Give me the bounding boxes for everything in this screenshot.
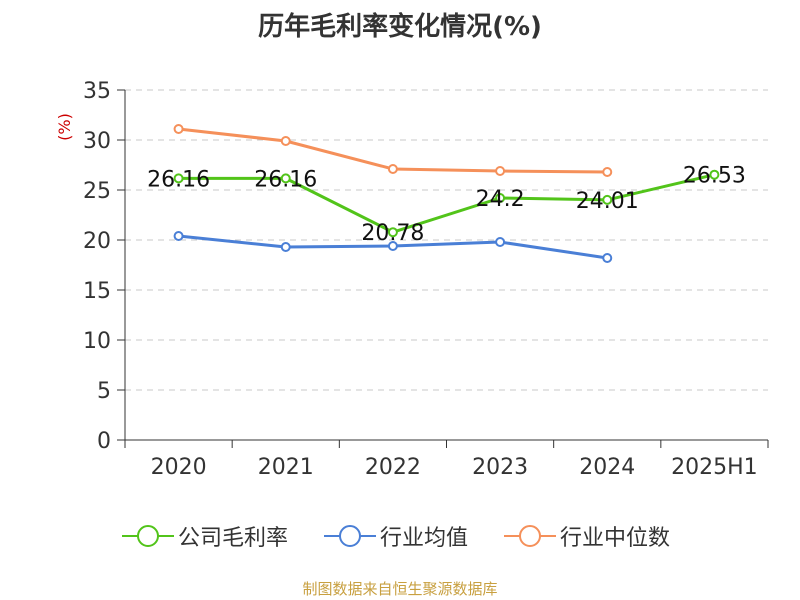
x-tick-label: 2020: [151, 455, 207, 480]
x-tick-label: 2023: [472, 455, 528, 480]
legend-label: 行业中位数: [560, 526, 671, 551]
data-point: [280, 136, 291, 146]
series-points: [173, 124, 720, 263]
data-point: [602, 167, 613, 177]
y-tick-label: 5: [97, 379, 111, 404]
y-tick-label: 30: [83, 129, 111, 154]
data-point: [280, 242, 291, 252]
series-line-0: [178, 173, 715, 234]
legend-line-icon: [504, 525, 556, 547]
chart-title: 历年毛利率变化情况(%): [258, 12, 542, 42]
y-tick-label: 25: [83, 179, 111, 204]
legend-label: 公司毛利率: [178, 526, 289, 551]
y-tick-label: 15: [83, 279, 111, 304]
y-tick-label: 10: [83, 329, 111, 354]
x-tick-label: 2021: [258, 455, 314, 480]
data-point: [387, 227, 398, 238]
source-note: 制图数据来自恒生聚源数据库: [302, 580, 498, 598]
data-point: [173, 231, 184, 241]
y-tick-label: 0: [97, 429, 111, 454]
legend-line-icon: [122, 525, 174, 547]
data-point: [602, 253, 613, 263]
data-point: [173, 124, 184, 134]
data-point: [387, 241, 398, 251]
legend-label: 行业均值: [380, 526, 469, 551]
axes: 0 5 10 15 20 25 30 35 2020 2021 2022 2023 2024 2025H1: [83, 79, 769, 480]
data-point: [602, 194, 613, 205]
data-point: [387, 164, 398, 174]
x-tick-label: 2024: [579, 455, 635, 480]
data-point: [495, 193, 506, 203]
legend: 公司毛利率 行业均值 行业中位数: [0, 520, 800, 554]
y-tick-label: 35: [83, 79, 111, 104]
x-tick-label: 2025H1: [671, 455, 758, 480]
data-label: 26.53: [683, 164, 746, 189]
data-point: [709, 169, 720, 180]
data-label: 26.16: [254, 167, 317, 192]
data-point: [495, 237, 506, 247]
data-labels: 26.16 26.16 20.78 24.2 24.01 26.53: [147, 164, 746, 247]
data-point: [173, 173, 184, 184]
data-point: [280, 173, 291, 184]
y-axis-unit-label: (%): [55, 113, 74, 141]
data-label: 26.16: [147, 167, 210, 192]
legend-line-icon: [324, 525, 376, 547]
data-label: 20.78: [361, 221, 424, 246]
x-tick-label: 2022: [365, 455, 421, 480]
data-label: 24.01: [576, 189, 639, 214]
data-point: [495, 166, 506, 176]
y-tick-label: 20: [83, 229, 111, 254]
data-label: 24.2: [476, 187, 525, 212]
grid-lines: [125, 89, 768, 391]
